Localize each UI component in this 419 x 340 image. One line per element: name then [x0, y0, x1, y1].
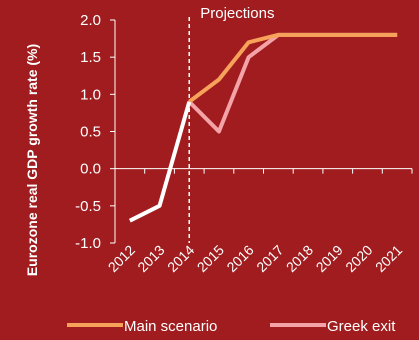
- x-tick-label: 2013: [134, 242, 167, 275]
- data-lines: [130, 35, 397, 221]
- y-tick-labels: 2.0 1.5 1.0 0.5 0.0 -0.5 -1.0: [75, 12, 101, 252]
- x-tick-label: 2016: [223, 242, 256, 275]
- series-line-greek-exit: [189, 35, 397, 132]
- projection-label: Projections: [200, 5, 274, 22]
- y-tick-label: -1.0: [75, 235, 101, 252]
- y-tick-label: 0.5: [80, 124, 101, 141]
- series-line-main-scenario: [189, 35, 397, 102]
- legend-label: Greek exit: [327, 318, 396, 335]
- x-tick-label: 2012: [105, 242, 138, 275]
- x-tick-label: 2021: [372, 242, 405, 275]
- legend: Main scenario Greek exit: [67, 318, 396, 335]
- x-tick-label: 2019: [313, 242, 346, 275]
- history-line: [130, 102, 189, 221]
- legend-label: Main scenario: [124, 318, 217, 335]
- y-tick-label: 2.0: [80, 12, 101, 29]
- y-tick-label: 1.5: [80, 49, 101, 66]
- y-axis-label: Eurozone real GDP growth rate (%): [24, 44, 40, 276]
- x-tick-label: 2018: [283, 242, 316, 275]
- x-tick-label: 2015: [194, 242, 227, 275]
- x-tick-label: 2014: [164, 242, 197, 275]
- y-tick-label: 1.0: [80, 86, 101, 103]
- y-tick-label: -0.5: [75, 198, 101, 215]
- x-tick-label: 2017: [253, 242, 286, 275]
- y-tick-label: 0.0: [80, 161, 101, 178]
- x-tick-label: 2020: [342, 242, 375, 275]
